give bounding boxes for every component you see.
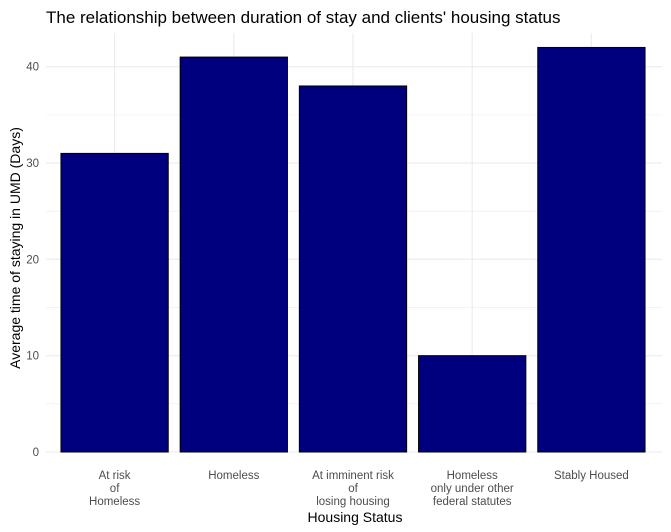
x-axis-ticks: At risk of Homeless Homeless At imminent ris… [89, 470, 629, 508]
y-tick-label: 40 [26, 62, 39, 74]
y-tick-label: 10 [26, 351, 39, 363]
x-tick-label: Homeless [208, 470, 259, 482]
y-tick-label: 20 [26, 254, 39, 266]
bar [60, 152, 169, 453]
x-tick-label: At risk of Homeless [89, 470, 140, 508]
bar [418, 355, 527, 453]
bar [298, 85, 408, 453]
bars [60, 46, 646, 453]
x-tick-label: At imminent risk of losing housing [312, 470, 394, 508]
x-axis-title: Housing Status [308, 509, 403, 525]
y-axis-ticks: 0 10 20 30 40 [26, 62, 39, 459]
chart-title: The relationship between duration of sta… [46, 8, 561, 27]
y-axis-title: Average time of staying in UMD (Days) [7, 127, 23, 369]
y-tick-label: 30 [26, 158, 39, 170]
bar [179, 56, 288, 453]
y-tick-label: 0 [33, 447, 39, 459]
x-tick-label: Homeless only under other federal statutes [431, 470, 514, 508]
bar [537, 46, 646, 453]
x-tick-label: Stably Housed [554, 470, 629, 482]
